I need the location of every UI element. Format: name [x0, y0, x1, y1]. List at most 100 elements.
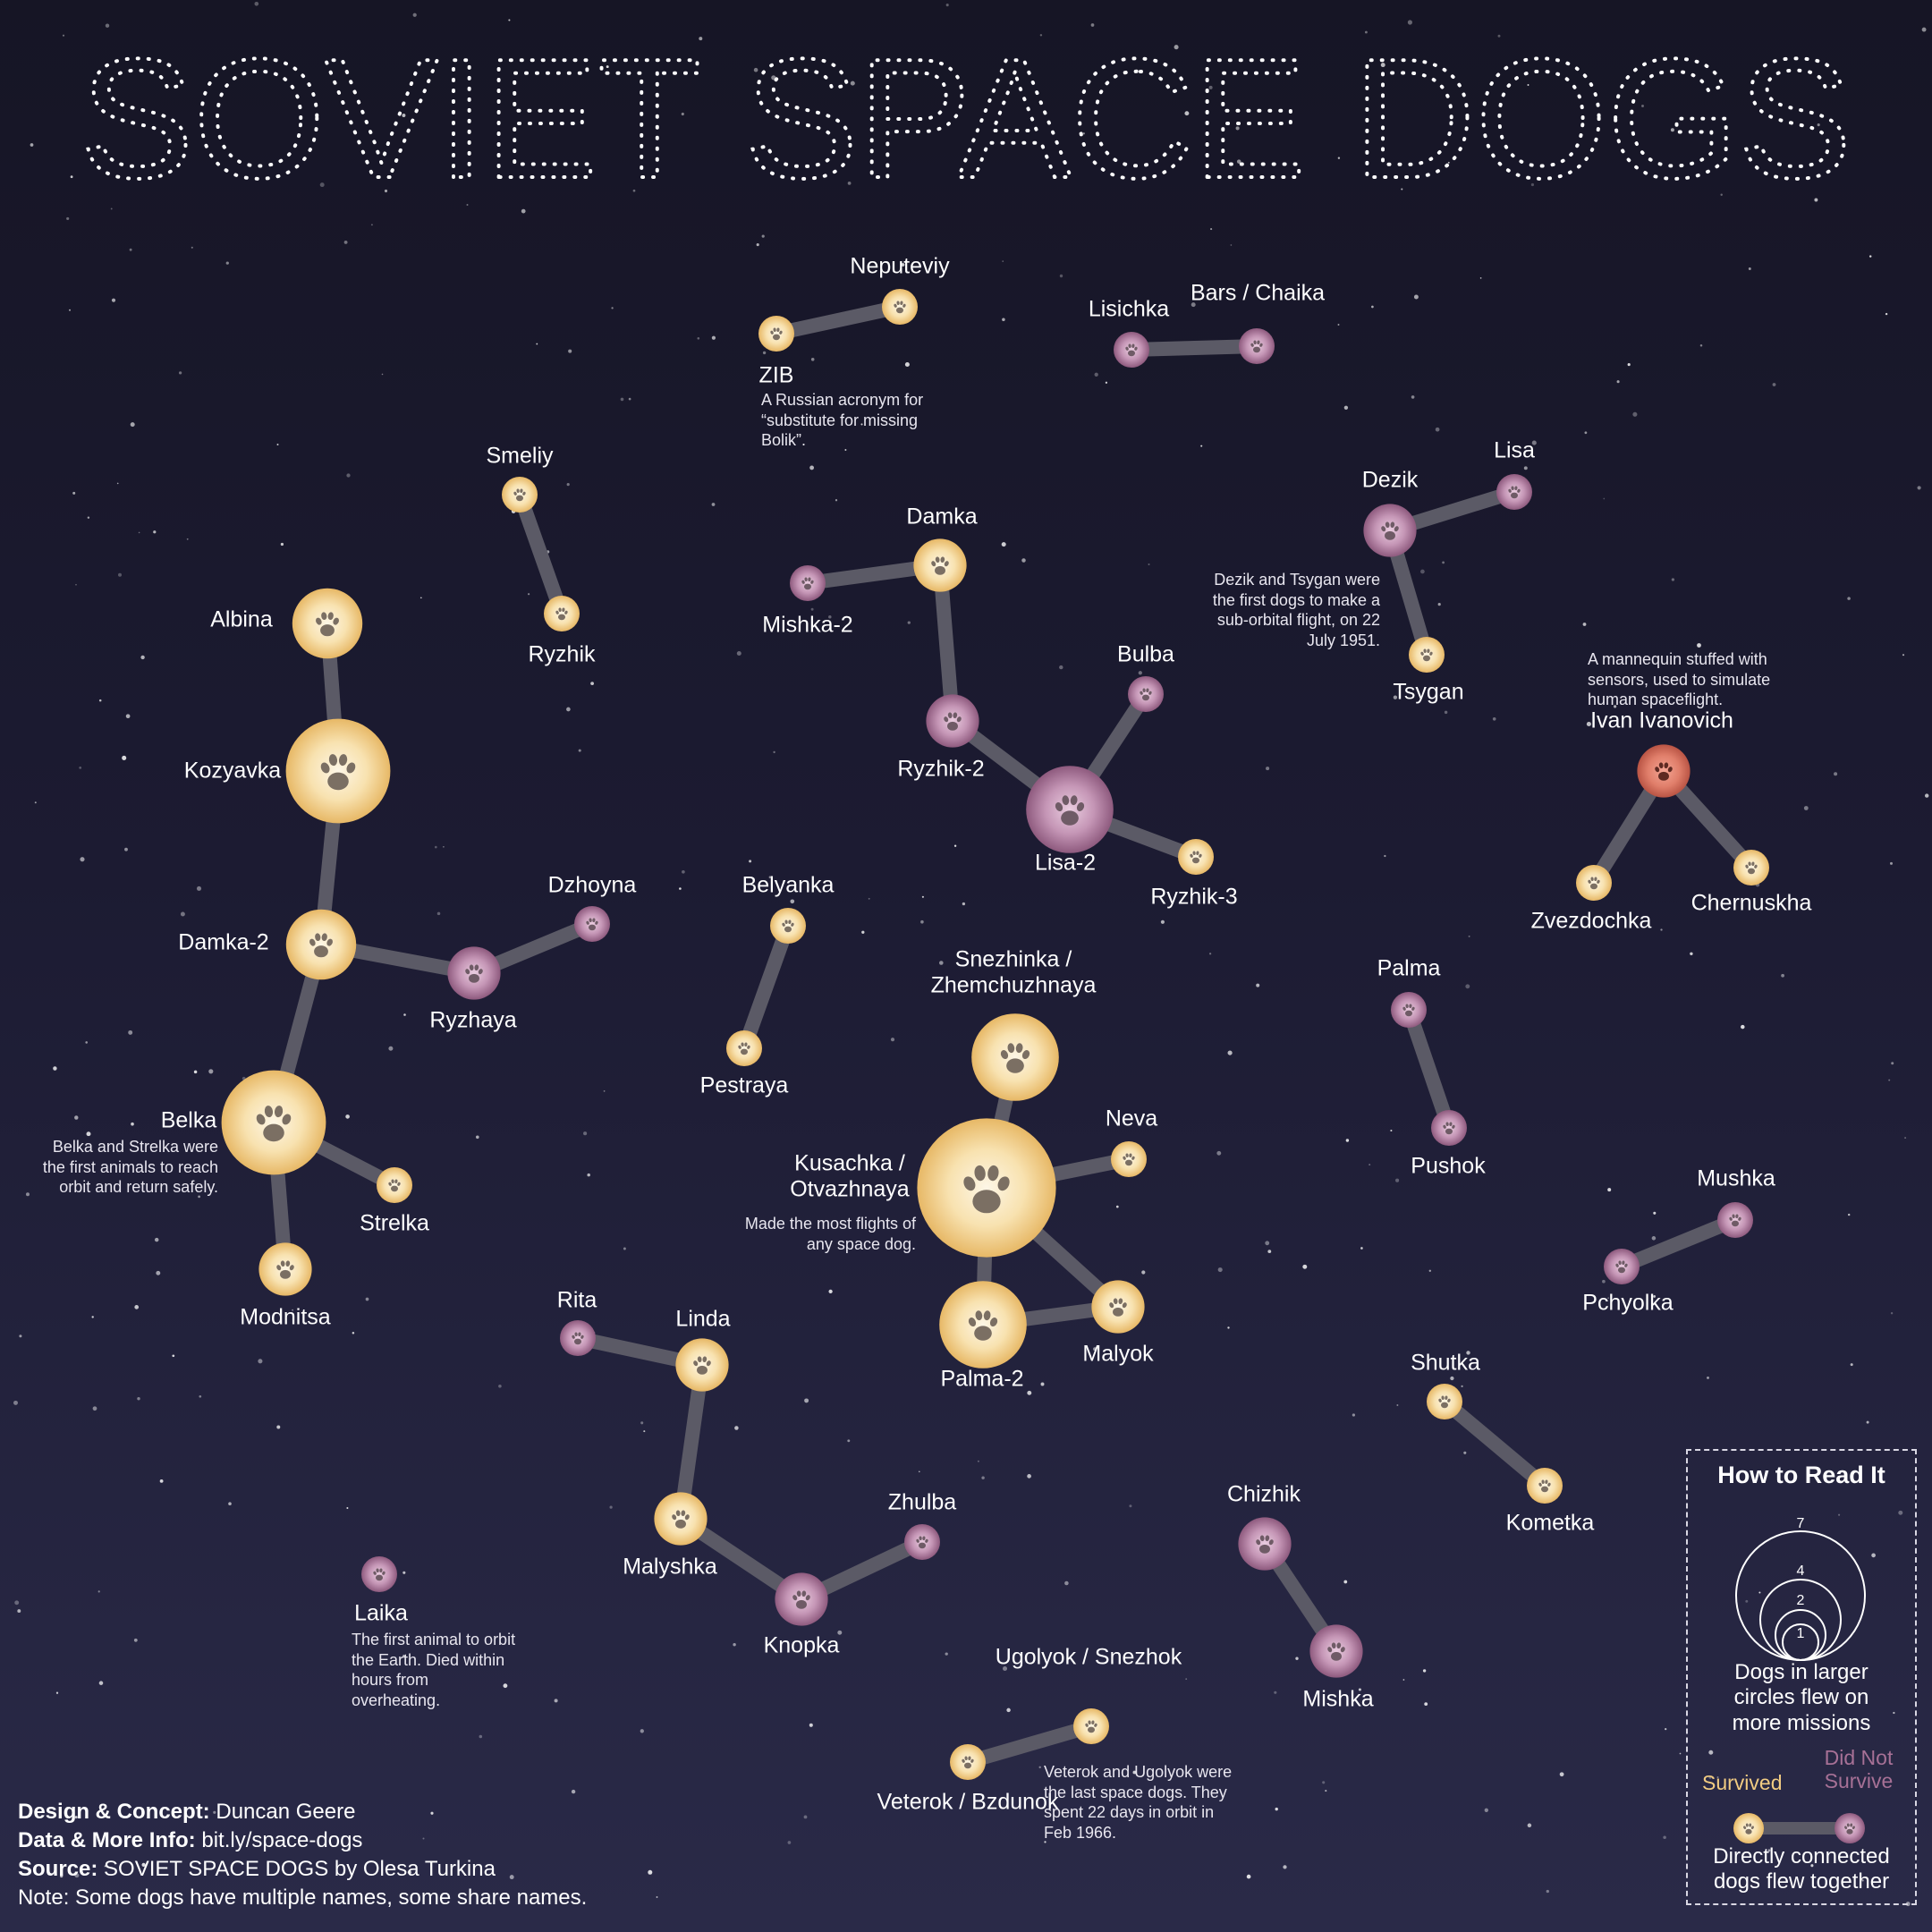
star — [98, 1681, 104, 1685]
star — [1129, 1504, 1132, 1508]
star — [138, 531, 140, 534]
star — [1216, 1150, 1222, 1156]
star — [679, 887, 682, 890]
dog-label-neva: Neva — [1105, 1106, 1158, 1131]
star — [254, 2, 259, 6]
dog-circle — [447, 946, 501, 1000]
dog-node-zhulba — [904, 1524, 940, 1560]
star — [402, 1571, 406, 1574]
star — [1411, 395, 1415, 399]
star — [124, 847, 128, 852]
star — [1523, 466, 1528, 470]
star — [1697, 643, 1701, 648]
star — [1001, 542, 1006, 547]
star — [1465, 984, 1470, 989]
star — [1468, 935, 1470, 937]
star — [734, 1426, 739, 1430]
dog-node-rita — [560, 1320, 596, 1356]
star — [130, 422, 135, 428]
star — [1435, 427, 1440, 432]
dog-node-ryzhik2 — [926, 694, 979, 748]
star — [365, 1297, 369, 1301]
star — [1602, 1279, 1606, 1284]
star — [1885, 312, 1888, 316]
star — [803, 1815, 808, 1819]
dog-label-smeliy: Smeliy — [486, 443, 554, 469]
dog-circle — [770, 908, 806, 944]
star — [1641, 105, 1644, 107]
star — [587, 1173, 590, 1177]
star — [847, 1439, 851, 1443]
legend-size-text: Dogs in larger circles flew on more miss… — [1732, 1660, 1871, 1735]
star — [1531, 440, 1537, 445]
star — [1917, 486, 1921, 490]
star — [91, 1316, 94, 1318]
star — [1616, 380, 1620, 384]
dog-node-albina — [292, 588, 363, 659]
dog-circle — [221, 1070, 326, 1175]
star — [116, 482, 119, 485]
star — [921, 895, 924, 898]
dog-label-bulba: Bulba — [1117, 641, 1174, 667]
star — [193, 1070, 198, 1074]
star — [1148, 564, 1150, 565]
star — [258, 1359, 263, 1364]
star — [1325, 1790, 1327, 1792]
star — [412, 13, 417, 17]
dog-label-neputeviy: Neputeviy — [850, 253, 950, 279]
star — [1848, 1213, 1851, 1216]
star — [430, 1811, 434, 1815]
star — [628, 397, 631, 401]
star — [1200, 445, 1203, 447]
star — [568, 349, 572, 353]
star — [1138, 671, 1142, 675]
star — [868, 897, 870, 900]
dog-node-malyshka — [654, 1492, 708, 1546]
star — [1891, 1062, 1894, 1065]
star — [1246, 1874, 1251, 1879]
annotation-kusachka-note: Made the most flights of any space dog. — [744, 1215, 916, 1253]
credit-note: Note: Some dogs have multiple names, som… — [18, 1885, 588, 1910]
dog-circle — [913, 538, 967, 592]
star — [1663, 1835, 1666, 1839]
star — [1758, 1591, 1761, 1594]
star — [1466, 1351, 1470, 1355]
star — [810, 358, 815, 361]
star — [656, 1896, 658, 1898]
star — [536, 343, 538, 345]
dog-circle — [675, 1338, 729, 1392]
flight-link-mushka-pchyolka — [1618, 1213, 1739, 1274]
star — [1497, 34, 1501, 38]
star — [1160, 919, 1165, 924]
dog-circle — [1114, 332, 1149, 368]
dog-label-rita: Rita — [556, 1287, 597, 1313]
star — [837, 1630, 843, 1635]
dog-node-smeliy — [502, 477, 538, 513]
star — [1720, 193, 1723, 197]
dog-circle — [1026, 766, 1114, 853]
star — [1210, 228, 1213, 231]
star — [131, 1122, 134, 1126]
star — [762, 351, 767, 355]
dog-node-malyok — [1091, 1280, 1145, 1334]
star — [1393, 695, 1398, 699]
star — [388, 1046, 394, 1051]
star — [122, 755, 127, 760]
dog-circle — [1427, 1384, 1462, 1419]
star — [153, 530, 157, 534]
dog-node-lisa — [1496, 474, 1532, 510]
dog-circle — [1128, 676, 1164, 712]
dog-label-ugolyok: Ugolyok / Snezhok — [995, 1644, 1182, 1670]
star — [761, 234, 765, 238]
dog-node-dezik — [1363, 504, 1417, 557]
star — [125, 714, 131, 719]
star — [92, 1406, 97, 1411]
star — [1868, 255, 1872, 258]
star — [1082, 132, 1085, 135]
star — [1401, 188, 1403, 191]
star — [1265, 1241, 1270, 1246]
star — [53, 1066, 57, 1071]
star — [1002, 318, 1005, 322]
dog-label-veterok: Veterok / Bzdunok — [877, 1789, 1059, 1815]
